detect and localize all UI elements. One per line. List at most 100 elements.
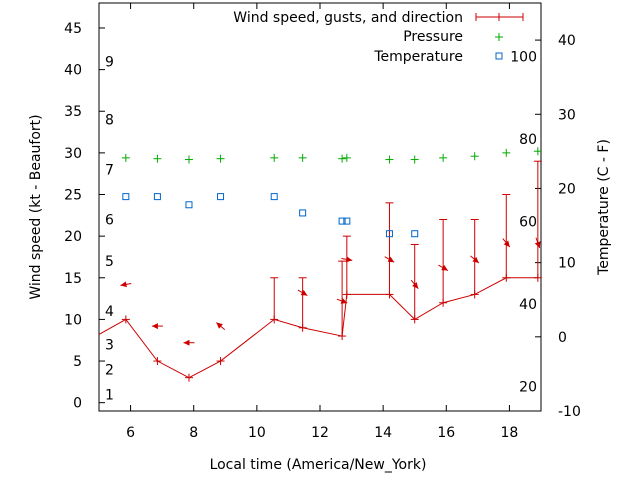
temperature-point: [411, 230, 419, 238]
fahrenheit-label: 40: [519, 297, 537, 313]
temperature-point: [122, 193, 130, 201]
pressure-point: [533, 147, 542, 156]
fahrenheit-label: 80: [519, 132, 537, 148]
direction-arrow: [470, 255, 480, 264]
temperature-series: [122, 193, 419, 238]
fahrenheit-label: 60: [519, 214, 537, 230]
direction-arrow: [216, 322, 226, 330]
pressure-point: [470, 152, 479, 161]
y2-tick-label: 10: [558, 256, 576, 272]
y2-tick-label: 30: [558, 107, 576, 123]
legend-label-pressure: Pressure: [403, 29, 463, 45]
y2-tick-label: 20: [558, 181, 576, 197]
x-tick-label: 18: [501, 425, 519, 441]
legend-label-wind: Wind speed, gusts, and direction: [233, 10, 463, 26]
beaufort-label: 9: [105, 54, 114, 70]
fahrenheit-labels: 20 40 60 80 100: [510, 50, 537, 396]
beaufort-label: 2: [105, 362, 114, 378]
y2-tick-label: 0: [558, 330, 567, 346]
direction-arrow-head: [441, 264, 448, 271]
gust-bars: [270, 160, 542, 337]
temperature-point: [299, 209, 307, 217]
temperature-point: [153, 193, 161, 201]
direction-arrow-head: [216, 322, 223, 329]
direction-arrow-head: [120, 281, 127, 288]
pressure-point: [338, 154, 347, 163]
pressure-series: [121, 147, 542, 164]
y-axis-label: Wind speed (kt - Beaufort): [28, 114, 44, 299]
wind-series: [98, 273, 542, 382]
direction-arrow: [534, 237, 541, 249]
beaufort-label: 5: [105, 254, 114, 270]
x-tick-label: 14: [374, 425, 392, 441]
legend: Wind speed, gusts, and direction Pressur…: [233, 10, 524, 65]
temperature-point: [217, 193, 225, 201]
beaufort-labels: 1 2 3 4 5 6 7 8 9: [105, 54, 114, 403]
direction-arrows: [120, 237, 541, 346]
direction-arrow-head: [300, 289, 308, 296]
y2-tick-label: 40: [558, 33, 576, 49]
y2-tick-labels: -10 0 10 20 30 40: [558, 33, 581, 420]
direction-arrow: [120, 281, 132, 288]
direction-arrow: [438, 264, 449, 271]
y2-axis-label: Temperature (C - F): [596, 139, 612, 276]
pressure-point: [270, 153, 279, 162]
pressure-point: [385, 155, 394, 164]
beaufort-label: 6: [105, 212, 114, 228]
pressure-point: [298, 153, 307, 162]
pressure-point: [410, 155, 419, 164]
direction-arrow: [410, 279, 419, 289]
wind-point: [184, 373, 193, 382]
y-tick-label: 25: [64, 188, 82, 204]
beaufort-label: 4: [105, 304, 114, 320]
x-tick-labels: 6 8 10 12 14 16 18: [126, 425, 518, 441]
beaufort-label: 1: [105, 387, 114, 403]
wind-point: [153, 357, 162, 366]
pressure-point: [216, 154, 225, 163]
beaufort-label: 7: [105, 163, 114, 179]
legend-wind-marker: [495, 13, 503, 21]
wind-point: [216, 357, 225, 366]
pressure-point: [184, 155, 193, 164]
x-axis-label: Local time (America/New_York): [210, 457, 427, 473]
direction-arrow: [151, 323, 163, 330]
direction-arrow-head: [503, 240, 510, 248]
pressure-point: [121, 153, 130, 162]
y-tick-label: 30: [64, 146, 82, 162]
plot-area: [98, 2, 542, 412]
x-tick-label: 6: [126, 425, 135, 441]
fahrenheit-label: 20: [519, 379, 537, 395]
legend-sample-pressure: [495, 33, 503, 41]
wind-point: [121, 315, 130, 324]
y-tick-label: 20: [64, 229, 82, 245]
direction-arrow-head: [472, 256, 479, 263]
beaufort-label: 3: [105, 337, 114, 353]
pressure-point: [439, 153, 448, 162]
y-tick-label: 0: [73, 396, 82, 412]
legend-pressure-marker: [495, 33, 503, 41]
x-tick-label: 12: [311, 425, 329, 441]
fahrenheit-label: 100: [510, 50, 537, 66]
tick-marks: [99, 3, 541, 412]
direction-arrow-head: [412, 282, 419, 289]
y-tick-label: 35: [64, 104, 82, 120]
temperature-point: [185, 201, 193, 209]
x-tick-label: 16: [437, 425, 455, 441]
y-tick-label: 10: [64, 312, 82, 328]
temperature-point: [270, 193, 278, 201]
direction-arrow-head: [183, 339, 190, 346]
y-tick-label: 5: [73, 354, 82, 370]
legend-sample-temperature: [495, 52, 503, 60]
pressure-point: [153, 154, 162, 163]
direction-arrow-head: [387, 256, 395, 263]
beaufort-label: 8: [105, 113, 114, 129]
wind-speed-line: [98, 277, 538, 379]
direction-arrow: [183, 339, 195, 346]
direction-arrow: [341, 256, 353, 263]
legend-label-temperature: Temperature: [373, 49, 463, 65]
temperature-point: [338, 217, 346, 225]
x-tick-label: 10: [248, 425, 266, 441]
pressure-point: [342, 153, 351, 162]
y-tick-label: 40: [64, 63, 82, 79]
